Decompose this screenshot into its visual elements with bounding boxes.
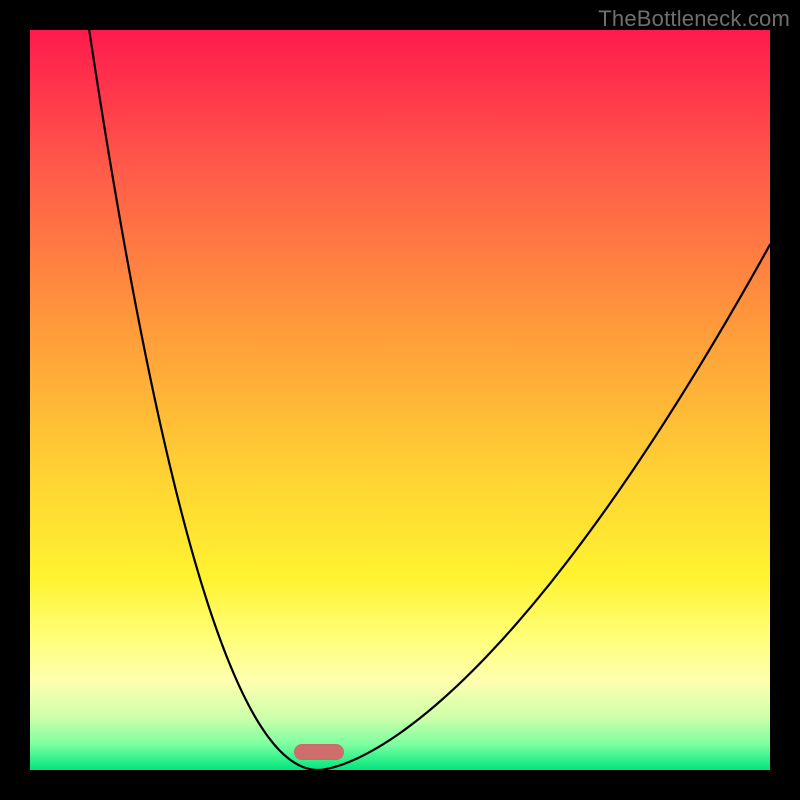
watermark-text: TheBottleneck.com (598, 6, 790, 32)
plot-area-rect (30, 30, 770, 770)
chart-stage: TheBottleneck.com (0, 0, 800, 800)
chart-svg (0, 0, 800, 800)
optimal-range-marker (294, 744, 344, 760)
